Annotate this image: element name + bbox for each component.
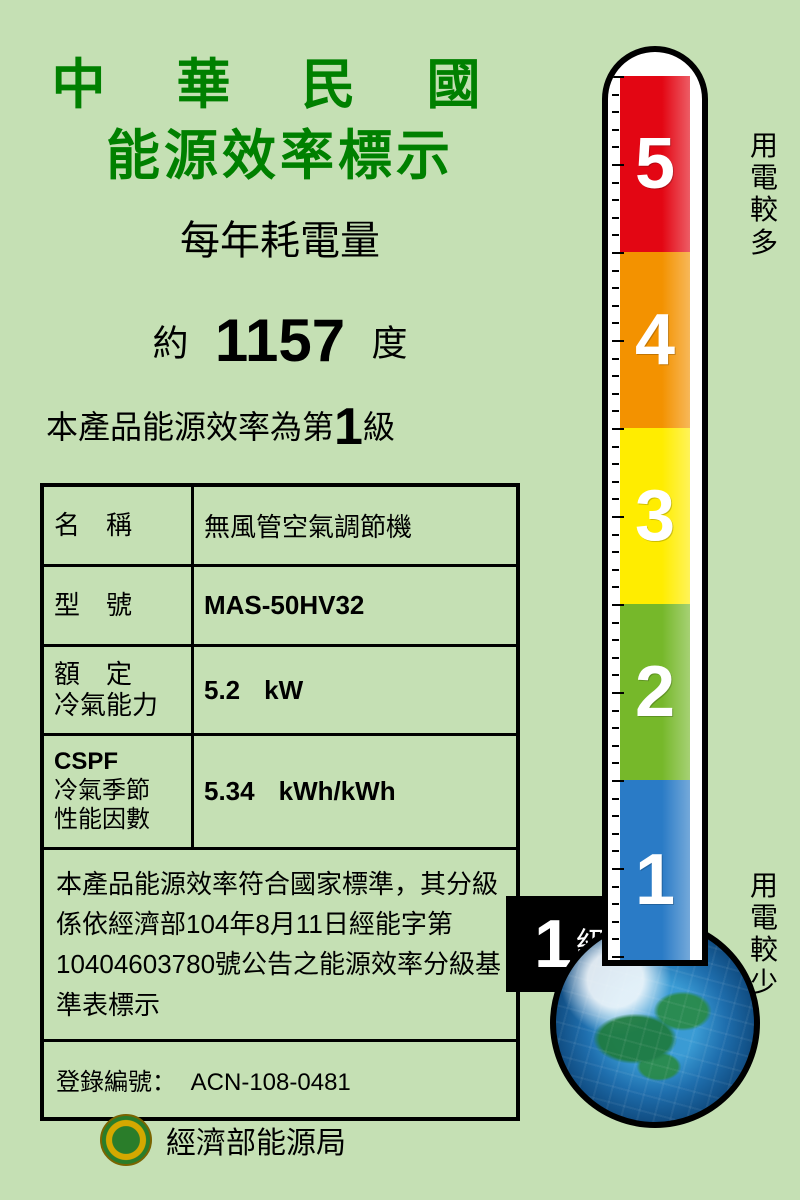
degree-unit: 度 [372,323,408,364]
compliance-text: 本產品能源效率符合國家標準，其分級係依經濟部104年8月11日經能字第10404… [44,850,516,1042]
thermometer-band-2: 2 [620,604,690,780]
band-number: 3 [635,475,675,557]
grade-number-inline: 1 [334,398,363,456]
row-value-model: MAS-50HV32 [194,567,516,644]
table-row: CSPF 冷氣季節 性能因數 5.34 kWh/kWh [44,736,516,849]
thermometer-band-5: 5 [620,76,690,252]
grade-prefix: 本產品能源效率為第 [46,409,334,445]
agency-seal-icon [100,1114,152,1166]
annual-consumption-label: 每年耗電量 [40,208,520,266]
thermometer-tube: 5 4 3 2 1 [602,46,708,966]
approx-label: 約 [152,323,188,364]
label-more-electricity: 用電較多 [744,130,784,259]
title-line-2: 能源效率標示 [40,111,520,190]
row-label-model: 型 號 [44,567,194,644]
band-number: 1 [635,839,675,921]
band-number: 4 [635,299,675,381]
consumption-row: 約 1157 度 [40,306,520,375]
row-label-capacity: 額 定 冷氣能力 [44,647,194,733]
table-row: 額 定 冷氣能力 5.2 kW [44,647,516,736]
thermometer-band-3: 3 [620,428,690,604]
row-value-name: 無風管空氣調節機 [194,487,516,564]
band-number: 5 [635,123,675,205]
grade-suffix: 級 [363,409,395,445]
registration-row: 登錄編號： ACN-108-0481 [44,1042,516,1117]
registration-value: ACN-108-0481 [191,1069,351,1096]
spec-table: 名 稱 無風管空氣調節機 型 號 MAS-50HV32 額 定 冷氣能力 5.2… [40,483,520,1121]
registration-label: 登錄編號： [56,1069,176,1096]
band-number: 2 [635,651,675,733]
row-value-capacity: 5.2 kW [194,647,516,733]
row-value-cspf: 5.34 kWh/kWh [194,736,516,846]
row-label-name: 名 稱 [44,487,194,564]
issuing-agency: 經濟部能源局 [100,1114,346,1166]
agency-name: 經濟部能源局 [166,1118,346,1162]
table-row: 名 稱 無風管空氣調節機 [44,487,516,567]
efficiency-thermometer: 5 4 3 2 1 [568,46,768,1146]
thermometer-band-1: 1 [620,780,690,966]
title-line-1: 中 華 民 國 [40,40,520,119]
annual-kwh-value: 1157 [201,306,359,375]
table-row: 型 號 MAS-50HV32 [44,567,516,647]
grade-statement: 本產品能源效率為第1級 [46,397,520,457]
row-label-cspf: CSPF 冷氣季節 性能因數 [44,736,194,846]
thermometer-band-4: 4 [620,252,690,428]
